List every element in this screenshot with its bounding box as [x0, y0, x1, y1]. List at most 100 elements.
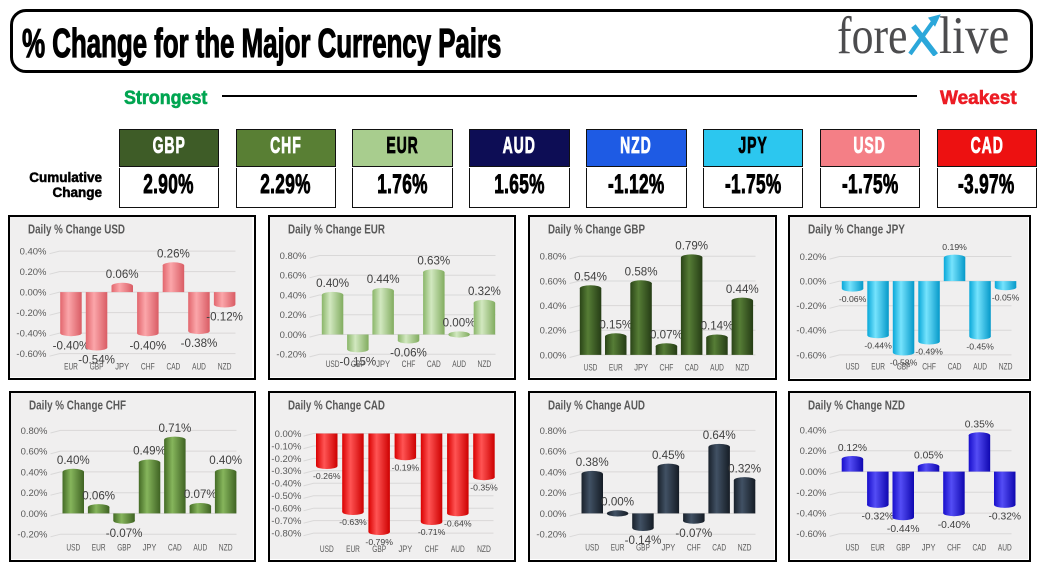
svg-text:NZD: NZD [998, 361, 1012, 371]
svg-text:CAD: CAD [167, 361, 181, 371]
svg-text:NZD: NZD [738, 543, 752, 553]
svg-text:Daily % Change CHF: Daily % Change CHF [29, 399, 126, 413]
svg-text:EUR: EUR [346, 544, 360, 554]
svg-text:USD: USD [319, 544, 333, 554]
svg-text:EUR: EUR [611, 543, 625, 553]
svg-text:0.05%: 0.05% [914, 451, 943, 462]
svg-text:Daily % Change USD: Daily % Change USD [28, 222, 125, 236]
svg-text:-0.10%: -0.10% [271, 441, 302, 452]
svg-text:-0.71%: -0.71% [417, 527, 445, 537]
svg-text:0.20%: 0.20% [20, 488, 47, 499]
svg-text:-0.15%: -0.15% [339, 356, 376, 368]
svg-text:0.00%: 0.00% [442, 317, 475, 329]
svg-text:0.40%: 0.40% [279, 290, 306, 301]
svg-text:0.00%: 0.00% [540, 350, 567, 361]
svg-text:AUD: AUD [192, 361, 206, 371]
svg-text:EUR: EUR [870, 542, 884, 552]
svg-text:0.20%: 0.20% [799, 252, 826, 263]
svg-text:-0.05%: -0.05% [991, 292, 1019, 302]
svg-text:JPY: JPY [635, 362, 649, 372]
svg-text:0.00%: 0.00% [274, 429, 301, 440]
svg-text:-0.19%: -0.19% [391, 463, 419, 473]
svg-text:Daily % Change JPY: Daily % Change JPY [808, 222, 906, 236]
svg-text:0.40%: 0.40% [540, 467, 567, 478]
svg-text:NZD: NZD [477, 544, 491, 554]
svg-text:0.60%: 0.60% [540, 447, 567, 458]
svg-text:-0.70%: -0.70% [271, 516, 302, 527]
svg-text:AUD: AUD [450, 544, 464, 554]
svg-text:USD: USD [584, 362, 598, 372]
svg-text:CAD: CAD [947, 361, 961, 371]
svg-text:-0.40%: -0.40% [796, 325, 827, 336]
svg-text:0.12%: 0.12% [837, 443, 866, 454]
svg-text:0.35%: 0.35% [964, 419, 993, 430]
svg-text:-0.54%: -0.54% [79, 354, 116, 366]
svg-text:-0.35%: -0.35% [470, 482, 498, 492]
svg-text:0.26%: 0.26% [157, 248, 190, 260]
svg-text:0.60%: 0.60% [279, 270, 306, 281]
svg-text:0.71%: 0.71% [158, 423, 191, 435]
svg-text:0.00%: 0.00% [20, 287, 47, 298]
svg-text:CAD: CAD [685, 362, 699, 372]
svg-text:AUD: AUD [193, 542, 207, 552]
svg-text:GBP: GBP [896, 542, 910, 552]
svg-text:0.80%: 0.80% [540, 426, 567, 437]
svg-text:AUD: AUD [452, 359, 466, 369]
svg-text:0.15%: 0.15% [600, 319, 633, 331]
svg-text:0.40%: 0.40% [56, 455, 89, 467]
svg-text:-0.79%: -0.79% [365, 537, 393, 547]
svg-text:-0.06%: -0.06% [390, 347, 427, 359]
svg-text:0.07%: 0.07% [183, 489, 216, 501]
svg-text:0.14%: 0.14% [701, 320, 734, 332]
svg-text:AUD: AUD [973, 361, 987, 371]
svg-text:0.20%: 0.20% [279, 310, 306, 321]
svg-text:CAD: CAD [426, 359, 440, 369]
svg-text:0.32%: 0.32% [729, 462, 762, 475]
svg-text:-0.45%: -0.45% [966, 341, 994, 351]
svg-text:0.06%: 0.06% [106, 269, 139, 281]
svg-text:0.80%: 0.80% [540, 251, 567, 262]
svg-text:NZD: NZD [218, 361, 232, 371]
svg-text:EUR: EUR [871, 361, 885, 371]
svg-text:CHF: CHF [141, 361, 155, 371]
svg-text:-0.32%: -0.32% [988, 512, 1021, 523]
svg-text:0.07%: 0.07% [650, 329, 683, 341]
svg-text:-0.12%: -0.12% [207, 311, 244, 323]
svg-text:-0.20%: -0.20% [537, 530, 568, 541]
svg-text:-0.49%: -0.49% [915, 346, 943, 356]
svg-text:CAD: CAD [713, 543, 727, 553]
svg-text:-0.26%: -0.26% [313, 471, 341, 481]
svg-text:0.20%: 0.20% [540, 325, 567, 336]
svg-text:CHF: CHF [687, 543, 701, 553]
svg-text:NZD: NZD [736, 362, 750, 372]
svg-text:CHF: CHF [660, 362, 674, 372]
svg-text:-0.40%: -0.40% [17, 328, 48, 339]
svg-text:EUR: EUR [64, 361, 78, 371]
svg-text:-0.63%: -0.63% [339, 517, 367, 527]
svg-text:0.38%: 0.38% [576, 456, 609, 469]
svg-text:0.40%: 0.40% [540, 301, 567, 312]
svg-text:JPY: JPY [376, 359, 390, 369]
svg-text:-0.60%: -0.60% [271, 504, 302, 515]
svg-text:CAD: CAD [972, 542, 986, 552]
svg-text:EUR: EUR [91, 542, 105, 552]
svg-text:0.20%: 0.20% [540, 488, 567, 499]
svg-text:0.44%: 0.44% [726, 283, 759, 295]
svg-text:-0.58%: -0.58% [889, 357, 917, 367]
svg-text:0.80%: 0.80% [279, 251, 306, 262]
svg-text:Daily % Change GBP: Daily % Change GBP [548, 222, 645, 236]
svg-text:-0.38%: -0.38% [181, 338, 218, 350]
svg-text:CHF: CHF [401, 359, 415, 369]
svg-text:0.40%: 0.40% [209, 455, 242, 467]
svg-text:-0.44%: -0.44% [886, 524, 919, 535]
svg-text:JPY: JPY [142, 542, 156, 552]
svg-text:0.00%: 0.00% [279, 330, 306, 341]
svg-text:CHF: CHF [947, 542, 961, 552]
svg-text:-0.07%: -0.07% [676, 527, 713, 540]
svg-text:0.00%: 0.00% [799, 276, 826, 287]
svg-text:-0.40%: -0.40% [796, 508, 827, 519]
svg-text:AUD: AUD [710, 362, 724, 372]
svg-text:USD: USD [586, 543, 600, 553]
svg-text:Daily % Change EUR: Daily % Change EUR [288, 222, 385, 236]
svg-text:JPY: JPY [662, 543, 676, 553]
